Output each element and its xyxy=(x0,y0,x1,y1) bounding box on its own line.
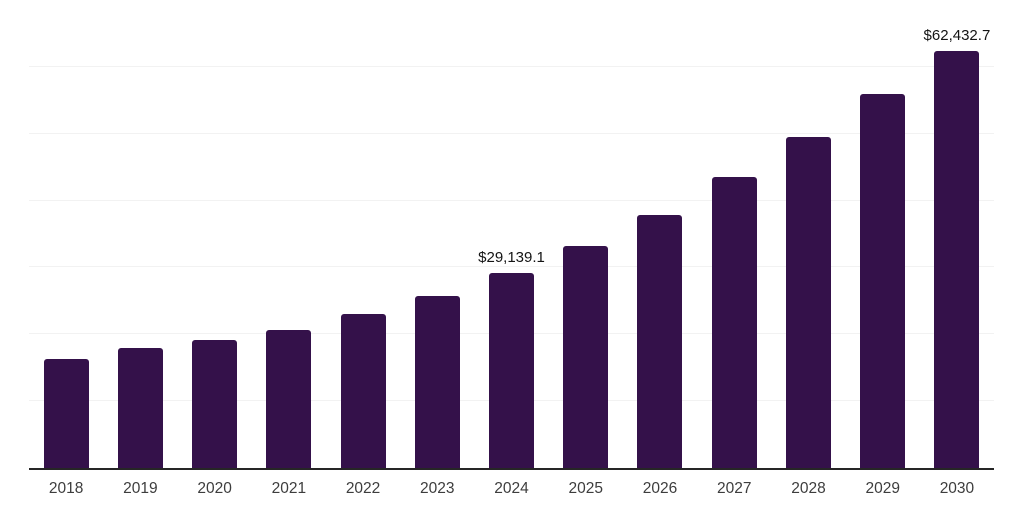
gridline xyxy=(29,266,994,268)
gridline xyxy=(29,65,994,67)
x-tick-label-2019: 2019 xyxy=(123,480,158,497)
plot-area: $29,139.1 $62,432.7 xyxy=(29,0,994,470)
x-tick-label-2030: 2030 xyxy=(939,480,975,497)
x-tick-label-2026: 2026 xyxy=(642,480,678,497)
bar-column-2023 xyxy=(400,0,474,468)
bar-value-label-2024: $29,139.1 xyxy=(478,249,545,267)
bar-column-2030: $62,432.7 xyxy=(920,0,994,468)
chart-bar-2023[interactable] xyxy=(414,295,460,468)
x-tick-label-2027: 2027 xyxy=(716,480,752,497)
bar-column-2029 xyxy=(846,0,920,468)
bar-column-2027 xyxy=(697,0,771,468)
x-axis-line xyxy=(29,468,994,470)
chart-bar-2020[interactable] xyxy=(192,339,238,468)
x-tick-label-2021: 2021 xyxy=(271,480,307,497)
chart-bar-2025[interactable] xyxy=(563,246,609,468)
bar-column-2019 xyxy=(103,0,177,468)
gridline xyxy=(29,132,994,134)
chart-bar-2018[interactable] xyxy=(43,359,89,468)
bar-column-2021 xyxy=(252,0,326,468)
bar-column-2025 xyxy=(549,0,623,468)
x-tick-label-2023: 2023 xyxy=(420,480,455,497)
chart-bar-2024[interactable] xyxy=(489,273,535,468)
x-tick-label-2029: 2029 xyxy=(865,480,900,497)
chart-bar-2028[interactable] xyxy=(785,137,831,468)
x-tick-label-2024: 2024 xyxy=(494,480,529,497)
x-axis-labels: 2018 2019 2020 2021 2022 2023 2024 2025 2026 2027… xyxy=(29,480,994,498)
gridline xyxy=(29,199,994,201)
bar-column-2020 xyxy=(177,0,251,468)
bar-value-label-2030: $62,432.7 xyxy=(923,26,991,44)
bar-column-2024: $29,139.1 xyxy=(474,0,548,468)
chart-bar-2027[interactable] xyxy=(711,177,757,468)
x-tick-label-2025: 2025 xyxy=(568,480,603,497)
bar-column-2018 xyxy=(29,0,103,468)
chart-bar-2029[interactable] xyxy=(860,94,906,468)
x-tick-label-2020: 2020 xyxy=(197,480,232,497)
chart-bar-2019[interactable] xyxy=(117,347,163,468)
chart-bar-2022[interactable] xyxy=(340,313,386,468)
bar-column-2026 xyxy=(623,0,697,468)
bars-row: $29,139.1 $62,432.7 xyxy=(29,0,994,468)
chart-bar-2026[interactable] xyxy=(637,214,683,468)
bar-column-2028 xyxy=(771,0,845,468)
x-tick-label-2022: 2022 xyxy=(345,480,381,497)
x-tick-label-2028: 2028 xyxy=(791,480,826,497)
x-tick-label-2018: 2018 xyxy=(48,480,84,497)
chart-bar-2030[interactable] xyxy=(934,50,980,468)
chart-bar-2021[interactable] xyxy=(266,329,312,468)
bar-column-2022 xyxy=(326,0,400,468)
